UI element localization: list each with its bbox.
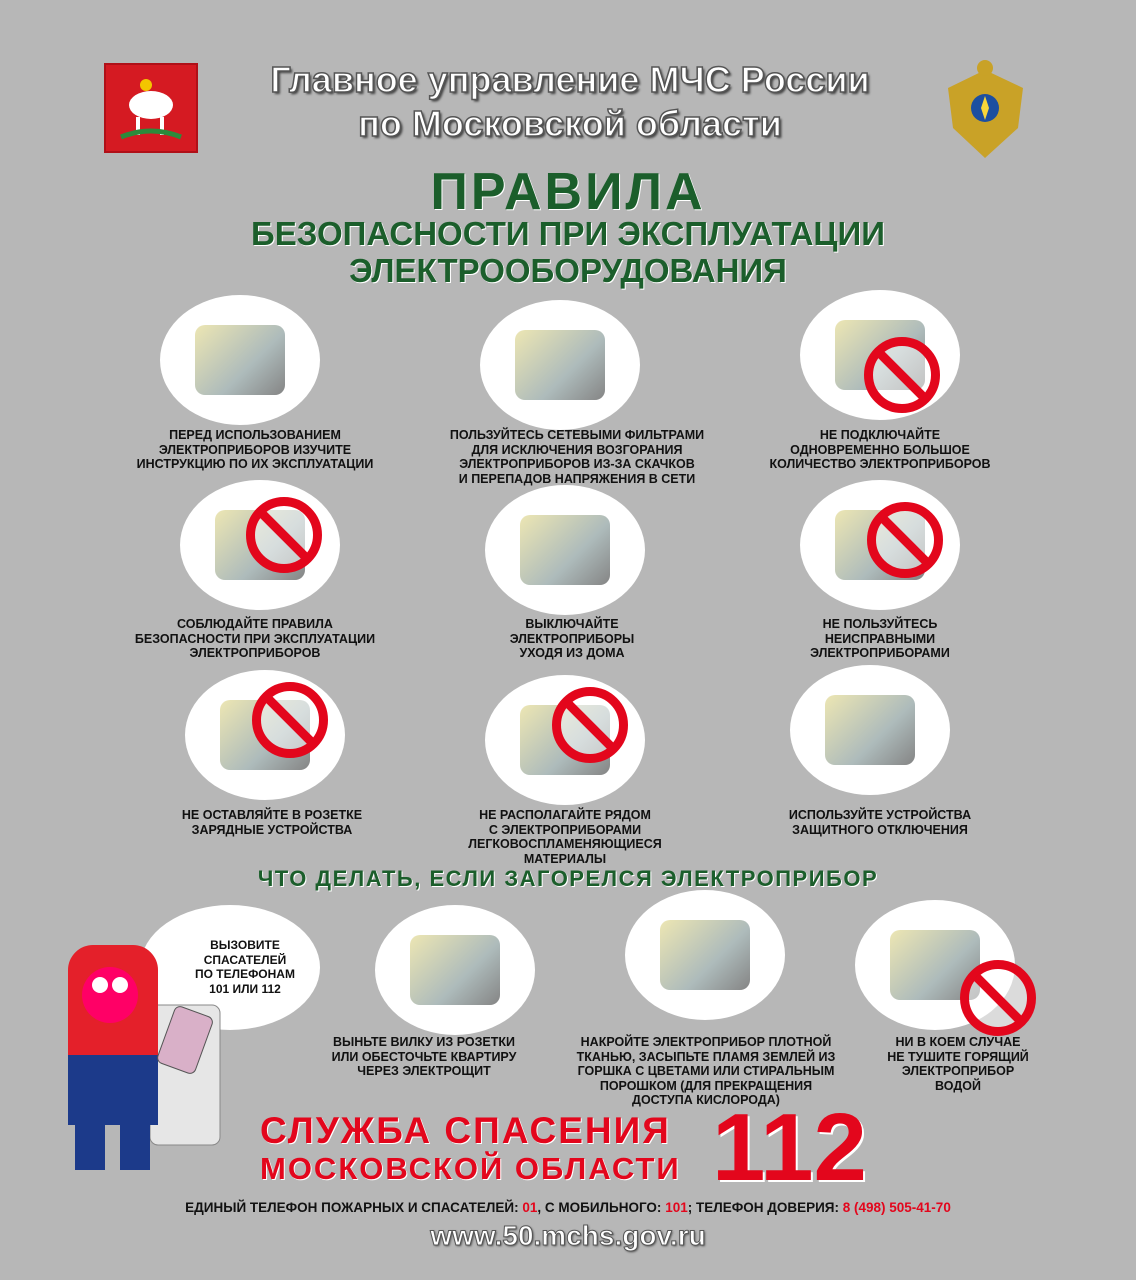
caption-line: ЭЛЕКТРОПРИБОРАМИ: [810, 646, 950, 660]
rescue-service-line2: МОСКОВСКОЙ ОБЛАСТИ: [260, 1151, 681, 1186]
prohibition-sign-icon: [864, 337, 940, 413]
caption-line: ЭЛЕКТРОПРИБОРОВ ИЗУЧИТЕ: [158, 442, 352, 457]
rescue-service-line1: СЛУЖБА СПАСЕНИЯ: [260, 1110, 671, 1151]
caption-line: ЭЛЕКТРОПРИБОРОВ ИЗ-ЗА СКАЧКОВ: [459, 457, 695, 471]
circuit-breaker-icon: [825, 695, 915, 765]
page-subtitle-1: БЕЗОПАСНОСТИ ПРИ ЭКСПЛУАТАЦИИ: [251, 215, 885, 252]
caption-line: ЗАРЯДНЫЕ УСТРОЙСТВА: [191, 822, 353, 837]
caption-line: НЕИСПРАВНЫМИ: [824, 631, 936, 646]
cloth-pot-powder-icon: [660, 920, 750, 990]
electrical-panel-icon: [410, 935, 500, 1005]
caption-line: ГОРШКА С ЦВЕТАМИ ИЛИ СТИРАЛЬНЫМ: [577, 1064, 835, 1078]
rule-caption: НЕ РАСПОЛАГАЙТЕ РЯДОМ С ЭЛЕКТРОПРИБОРАМИ Л…: [405, 808, 725, 866]
rule-caption: НИ В КОЕМ СЛУЧАЕ НЕ ТУШИТЕ ГОРЯЩИЙ ЭЛЕКТРО…: [798, 1035, 1118, 1093]
page-title: ПРАВИЛА: [430, 163, 706, 221]
caption-line: БЕЗОПАСНОСТИ ПРИ ЭКСПЛУАТАЦИИ: [134, 631, 376, 646]
power-strip-icon: [515, 330, 605, 400]
rule-caption: ИСПОЛЬЗУЙТЕ УСТРОЙСТВА ЗАЩИТНОГО ОТКЛЮЧЕН…: [720, 808, 1040, 837]
caption-line: СПАСАТЕЛЕЙ: [203, 952, 287, 967]
caption-line: ВЫНЬТЕ ВИЛКУ ИЗ РОЗЕТКИ: [332, 1035, 516, 1049]
footer-text: ; ТЕЛЕФОН ДОВЕРИЯ:: [687, 1200, 843, 1215]
rule-caption: НЕ ПОЛЬЗУЙТЕСЬ НЕИСПРАВНЫМИ ЭЛЕКТРОПРИБОРА…: [720, 617, 1040, 661]
caption-line: ПЕРЕД ИСПОЛЬЗОВАНИЕМ: [169, 428, 341, 442]
call-rescuers-text: ВЫЗОВИТЕ СПАСАТЕЛЕЙ ПО ТЕЛЕФОНАМ 101 ИЛИ…: [155, 938, 335, 996]
caption-line: ДОСТУПА КИСЛОРОДА): [632, 1093, 780, 1107]
hotline-phone: 8 (498) 505-41-70: [842, 1200, 951, 1215]
caption-line: НЕ ПОДКЛЮЧАЙТЕ: [819, 428, 941, 442]
rule-caption: ВЫКЛЮЧАЙТЕ ЭЛЕКТРОПРИБОРЫ УХОДЯ ИЗ ДОМА: [412, 617, 732, 661]
caption-line: НАКРОЙТЕ ЭЛЕКТРОПРИБОР ПЛОТНОЙ: [580, 1035, 832, 1049]
extinguisher-mascot-icon: [60, 925, 230, 1180]
caption-line: С ЭЛЕКТРОПРИБОРАМИ: [488, 822, 642, 837]
fire-phone: 01: [522, 1200, 538, 1215]
caption-line: ИЛИ ОБЕСТОЧЬТЕ КВАРТИРУ: [331, 1049, 517, 1064]
caption-line: ТКАНЬЮ, ЗАСЫПЬТЕ ПЛАМЯ ЗЕМЛЕЙ ИЗ: [576, 1049, 836, 1064]
caption-line: ВЫКЛЮЧАЙТЕ: [525, 617, 619, 631]
caption-line: ЭЛЕКТРОПРИБОР: [901, 1064, 1015, 1078]
rescue-service-name: СЛУЖБА СПАСЕНИЯ МОСКОВСКОЙ ОБЛАСТИ: [260, 1112, 681, 1188]
caption-line: ВЫЗОВИТЕ: [210, 938, 280, 952]
rule-caption: СОБЛЮДАЙТЕ ПРАВИЛА БЕЗОПАСНОСТИ ПРИ ЭКСПЛ…: [95, 617, 415, 661]
rule-caption: НАКРОЙТЕ ЭЛЕКТРОПРИБОР ПЛОТНОЙ ТКАНЬЮ, ЗА…: [546, 1035, 866, 1108]
prohibition-sign-icon: [867, 502, 943, 578]
caption-line: ЭЛЕКТРОПРИБОРОВ: [189, 646, 321, 660]
fire-section-heading: ЧТО ДЕЛАТЬ, ЕСЛИ ЗАГОРЕЛСЯ ЭЛЕКТРОПРИБОР: [257, 866, 879, 891]
caption-line: ИСПОЛЬЗУЙТЕ УСТРОЙСТВА: [788, 808, 972, 822]
rule-caption: ПЕРЕД ИСПОЛЬЗОВАНИЕМ ЭЛЕКТРОПРИБОРОВ ИЗУЧ…: [95, 428, 415, 472]
prohibition-sign-icon: [960, 960, 1036, 1036]
caption-line: КОЛИЧЕСТВО ЭЛЕКТРОПРИБОРОВ: [769, 457, 991, 471]
footer-phones: ЕДИНЫЙ ТЕЛЕФОН ПОЖАРНЫХ И СПАСАТЕЛЕЙ: 01…: [0, 1200, 1136, 1215]
caption-line: ЧЕРЕЗ ЭЛЕКТРОЩИТ: [357, 1064, 491, 1078]
prohibition-sign-icon: [552, 687, 628, 763]
prohibition-sign-icon: [252, 682, 328, 758]
caption-line: ПО ТЕЛЕФОНАМ: [195, 967, 295, 981]
caption-line: СОБЛЮДАЙТЕ ПРАВИЛА: [177, 617, 333, 631]
caption-line: И ПЕРЕПАДОВ НАПРЯЖЕНИЯ В СЕТИ: [458, 471, 696, 486]
caption-line: ОДНОВРЕМЕННО БОЛЬШОЕ: [790, 442, 970, 457]
caption-line: ПОРОШКОМ (ДЛЯ ПРЕКРАЩЕНИЯ: [599, 1078, 813, 1093]
footer-text: ЕДИНЫЙ ТЕЛЕФОН ПОЖАРНЫХ И СПАСАТЕЛЕЙ:: [185, 1200, 523, 1215]
header-line2: по Московской области: [357, 102, 782, 145]
instruction-book-icon: [195, 325, 285, 395]
caption-line: ЗАЩИТНОГО ОТКЛЮЧЕНИЯ: [792, 822, 968, 837]
caption-line: УХОДЯ ИЗ ДОМА: [519, 646, 625, 660]
mobile-phone: 101: [665, 1200, 688, 1215]
unplug-icon: [520, 515, 610, 585]
rule-caption: ПОЛЬЗУЙТЕСЬ СЕТЕВЫМИ ФИЛЬТРАМИ ДЛЯ ИСКЛЮЧ…: [417, 428, 737, 486]
moscow-oblast-coat-of-arms-icon: [104, 63, 198, 153]
rule-caption: НЕ ОСТАВЛЯЙТЕ В РОЗЕТКЕ ЗАРЯДНЫЕ УСТРОЙСТ…: [112, 808, 432, 837]
caption-line: ЭЛЕКТРОПРИБОРЫ: [509, 631, 635, 646]
header-line1: Главное управление МЧС России: [270, 58, 871, 101]
caption-line: НЕ ПОЛЬЗУЙТЕСЬ: [822, 617, 938, 631]
caption-line: НИ В КОЕМ СЛУЧАЕ: [895, 1035, 1021, 1049]
emergency-number: 112: [712, 1094, 867, 1201]
website-link[interactable]: www.50.mchs.gov.ru: [430, 1220, 706, 1252]
page-subtitle-2: ЭЛЕКТРООБОРУДОВАНИЯ: [349, 252, 787, 289]
caption-line: ЛЕГКОВОСПЛАМЕНЯЮЩИЕСЯ: [468, 837, 662, 851]
footer-text: , С МОБИЛЬНОГО:: [537, 1200, 666, 1215]
caption-line: НЕ РАСПОЛАГАЙТЕ РЯДОМ: [479, 808, 651, 822]
caption-line: ДЛЯ ИСКЛЮЧЕНИЯ ВОЗГОРАНИЯ: [471, 442, 683, 457]
caption-line: 101 ИЛИ 112: [209, 981, 281, 996]
caption-line: НЕ ОСТАВЛЯЙТЕ В РОЗЕТКЕ: [181, 808, 363, 822]
caption-line: ПОЛЬЗУЙТЕСЬ СЕТЕВЫМИ ФИЛЬТРАМИ: [449, 428, 705, 442]
caption-line: НЕ ТУШИТЕ ГОРЯЩИЙ: [887, 1049, 1029, 1064]
prohibition-sign-icon: [246, 497, 322, 573]
rule-caption: ВЫНЬТЕ ВИЛКУ ИЗ РОЗЕТКИ ИЛИ ОБЕСТОЧЬТЕ КВ…: [264, 1035, 584, 1079]
rule-caption: НЕ ПОДКЛЮЧАЙТЕ ОДНОВРЕМЕННО БОЛЬШОЕ КОЛИЧЕ…: [720, 428, 1040, 472]
caption-line: МАТЕРИАЛЫ: [523, 851, 607, 866]
caption-line: ВОДОЙ: [935, 1078, 981, 1093]
caption-line: ИНСТРУКЦИЮ ПО ИХ ЭКСПЛУАТАЦИИ: [136, 457, 374, 471]
mchs-emblem-icon: [938, 58, 1033, 163]
